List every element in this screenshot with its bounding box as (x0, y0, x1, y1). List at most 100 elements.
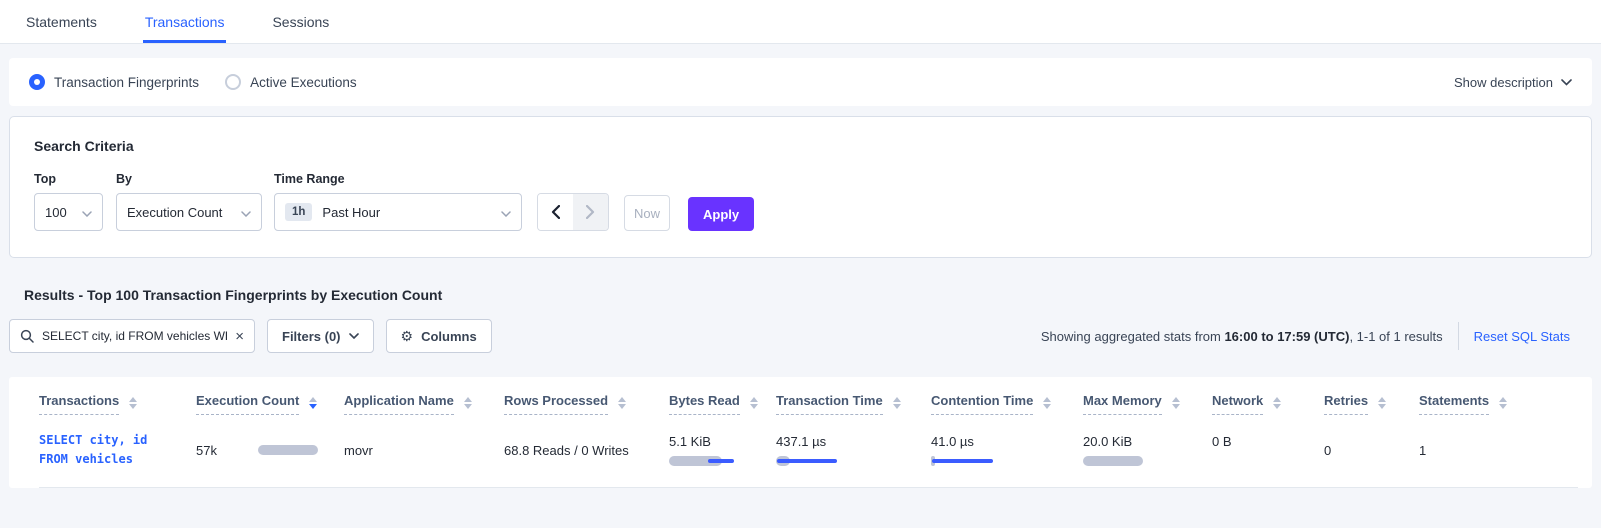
page-tabbar: Statements Transactions Sessions (0, 0, 1601, 44)
sort-control[interactable] (129, 397, 138, 409)
table-row: SELECT city, id FROM vehicles 57k movr 68.8 … (39, 415, 1578, 488)
cell-value: 0 (1324, 442, 1332, 458)
bar-mean (669, 456, 722, 466)
sort-asc-icon (309, 397, 318, 402)
next-time-button[interactable] (573, 194, 608, 230)
cell-value: 20.0 KiB (1083, 434, 1133, 449)
sort-control[interactable] (463, 397, 472, 409)
tab-statements[interactable]: Statements (26, 13, 97, 30)
sort-control[interactable] (1499, 397, 1508, 409)
time-range-badge: 1h (285, 203, 313, 221)
column-header-label[interactable]: Retries (1324, 393, 1369, 415)
sort-asc-icon (129, 397, 138, 402)
by-field: By Execution Count (116, 172, 274, 231)
sql-search-input[interactable] (42, 329, 228, 343)
column-header-label[interactable]: Application Name (344, 393, 454, 415)
clear-search-icon[interactable]: × (235, 327, 244, 345)
column-header-statements: Statements (1419, 393, 1569, 415)
column-header-application-name: Application Name (344, 393, 504, 415)
radio-icon (29, 74, 45, 90)
chevron-down-icon (1561, 78, 1572, 86)
prev-time-button[interactable] (538, 194, 573, 230)
cell-network: 0 B (1212, 434, 1324, 466)
cell-rows-processed: 68.8 Reads / 0 Writes (504, 443, 669, 458)
show-description-label: Show description (1454, 74, 1553, 90)
sort-control[interactable] (618, 397, 627, 409)
sort-asc-icon (1043, 397, 1052, 402)
cell-value: 0 B (1212, 434, 1232, 449)
cell-value: movr (344, 442, 373, 458)
sort-desc-icon (1043, 404, 1052, 409)
mini-bar (669, 456, 737, 466)
column-header-retries: Retries (1324, 393, 1419, 415)
sort-control[interactable] (1378, 397, 1387, 409)
bar-mean (1083, 456, 1143, 466)
cell-max-memory: 20.0 KiB (1083, 434, 1212, 466)
column-header-execution-count: Execution Count (196, 393, 344, 415)
cell-bytes-read: 5.1 KiB (669, 434, 776, 466)
chevron-right-icon (586, 205, 595, 219)
top-select[interactable]: 100 (34, 193, 103, 231)
columns-button[interactable]: ⚙ Columns (385, 319, 492, 353)
column-header-network: Network (1212, 393, 1324, 415)
toolbar-divider (1457, 322, 1459, 350)
column-header-label[interactable]: Max Memory (1083, 393, 1162, 415)
apply-button[interactable]: Apply (688, 197, 755, 231)
radio-option-active-executions[interactable]: Active Executions (225, 74, 357, 90)
tab-transactions[interactable]: Transactions (143, 0, 227, 43)
view-toggle-radios: Transaction Fingerprints Active Execution… (29, 74, 357, 90)
now-button[interactable]: Now (624, 195, 670, 231)
sort-desc-icon (892, 404, 901, 409)
sort-asc-icon (1499, 397, 1508, 402)
filters-button[interactable]: Filters (0) (267, 319, 374, 353)
tab-sessions[interactable]: Sessions (272, 13, 330, 30)
column-header-label[interactable]: Execution Count (196, 393, 300, 415)
results-table: Transactions Execution Count Application N… (9, 377, 1592, 488)
table-header-row: Transactions Execution Count Application N… (9, 377, 1592, 415)
column-header-label[interactable]: Statements (1419, 393, 1490, 415)
sort-control[interactable] (1043, 397, 1052, 409)
sort-asc-icon (749, 397, 758, 402)
cell-value: 1 (1419, 442, 1427, 458)
radio-icon (225, 74, 242, 90)
column-header-label[interactable]: Rows Processed (504, 393, 609, 415)
sort-asc-icon (1378, 397, 1387, 402)
sql-search-box[interactable]: × (9, 319, 255, 353)
sort-desc-icon (129, 404, 138, 409)
sort-desc-icon (618, 404, 627, 409)
reset-sql-stats-link[interactable]: Reset SQL Stats (1473, 328, 1570, 344)
sort-control[interactable] (309, 397, 318, 409)
bar-stddev (777, 459, 837, 463)
cell-transactions: SELECT city, id FROM vehicles (39, 431, 196, 469)
radio-option-transaction-fingerprints[interactable]: Transaction Fingerprints (29, 74, 199, 90)
bar-stddev (708, 459, 734, 463)
chevron-down-icon (82, 205, 92, 220)
cell-statements: 1 (1419, 443, 1569, 458)
column-header-label[interactable]: Transactions (39, 393, 120, 415)
cell-value: 5.1 KiB (669, 434, 711, 449)
cell-value: 41.0 µs (931, 434, 974, 449)
sort-desc-icon (1378, 404, 1387, 409)
stats-prefix: Showing aggregated stats from (1040, 328, 1225, 344)
transaction-fingerprint-link[interactable]: SELECT city, id FROM vehicles (39, 432, 148, 466)
stats-summary: Showing aggregated stats from 16:00 to 1… (1041, 329, 1443, 344)
stats-time-range: 16:00 to 17:59 (UTC) (1224, 328, 1350, 344)
cell-application-name: movr (344, 443, 504, 458)
sort-control[interactable] (749, 397, 758, 409)
sort-desc-icon (1171, 404, 1180, 409)
column-header-label[interactable]: Contention Time (931, 393, 1034, 415)
by-label: By (116, 172, 132, 186)
sort-control[interactable] (892, 397, 901, 409)
sort-asc-icon (1273, 397, 1282, 402)
mini-bar (776, 456, 844, 466)
column-header-label[interactable]: Transaction Time (776, 393, 883, 415)
time-range-select[interactable]: 1h Past Hour (274, 193, 522, 231)
column-header-bytes-read: Bytes Read (669, 393, 776, 415)
by-select[interactable]: Execution Count (116, 193, 262, 231)
sort-control[interactable] (1273, 397, 1282, 409)
show-description-toggle[interactable]: Show description (1454, 75, 1572, 90)
sort-control[interactable] (1171, 397, 1180, 409)
column-header-label[interactable]: Bytes Read (669, 393, 740, 415)
column-header-label[interactable]: Network (1212, 393, 1264, 415)
view-toggle-panel: Transaction Fingerprints Active Execution… (9, 58, 1592, 106)
